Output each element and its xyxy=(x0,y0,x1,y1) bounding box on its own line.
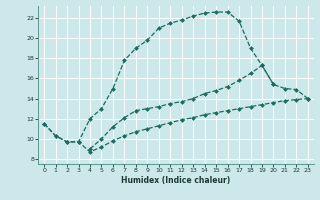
X-axis label: Humidex (Indice chaleur): Humidex (Indice chaleur) xyxy=(121,176,231,185)
